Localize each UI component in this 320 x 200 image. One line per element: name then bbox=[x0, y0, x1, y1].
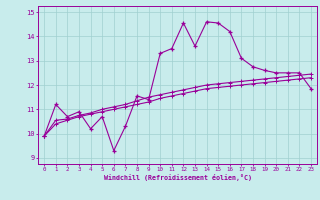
X-axis label: Windchill (Refroidissement éolien,°C): Windchill (Refroidissement éolien,°C) bbox=[104, 174, 252, 181]
